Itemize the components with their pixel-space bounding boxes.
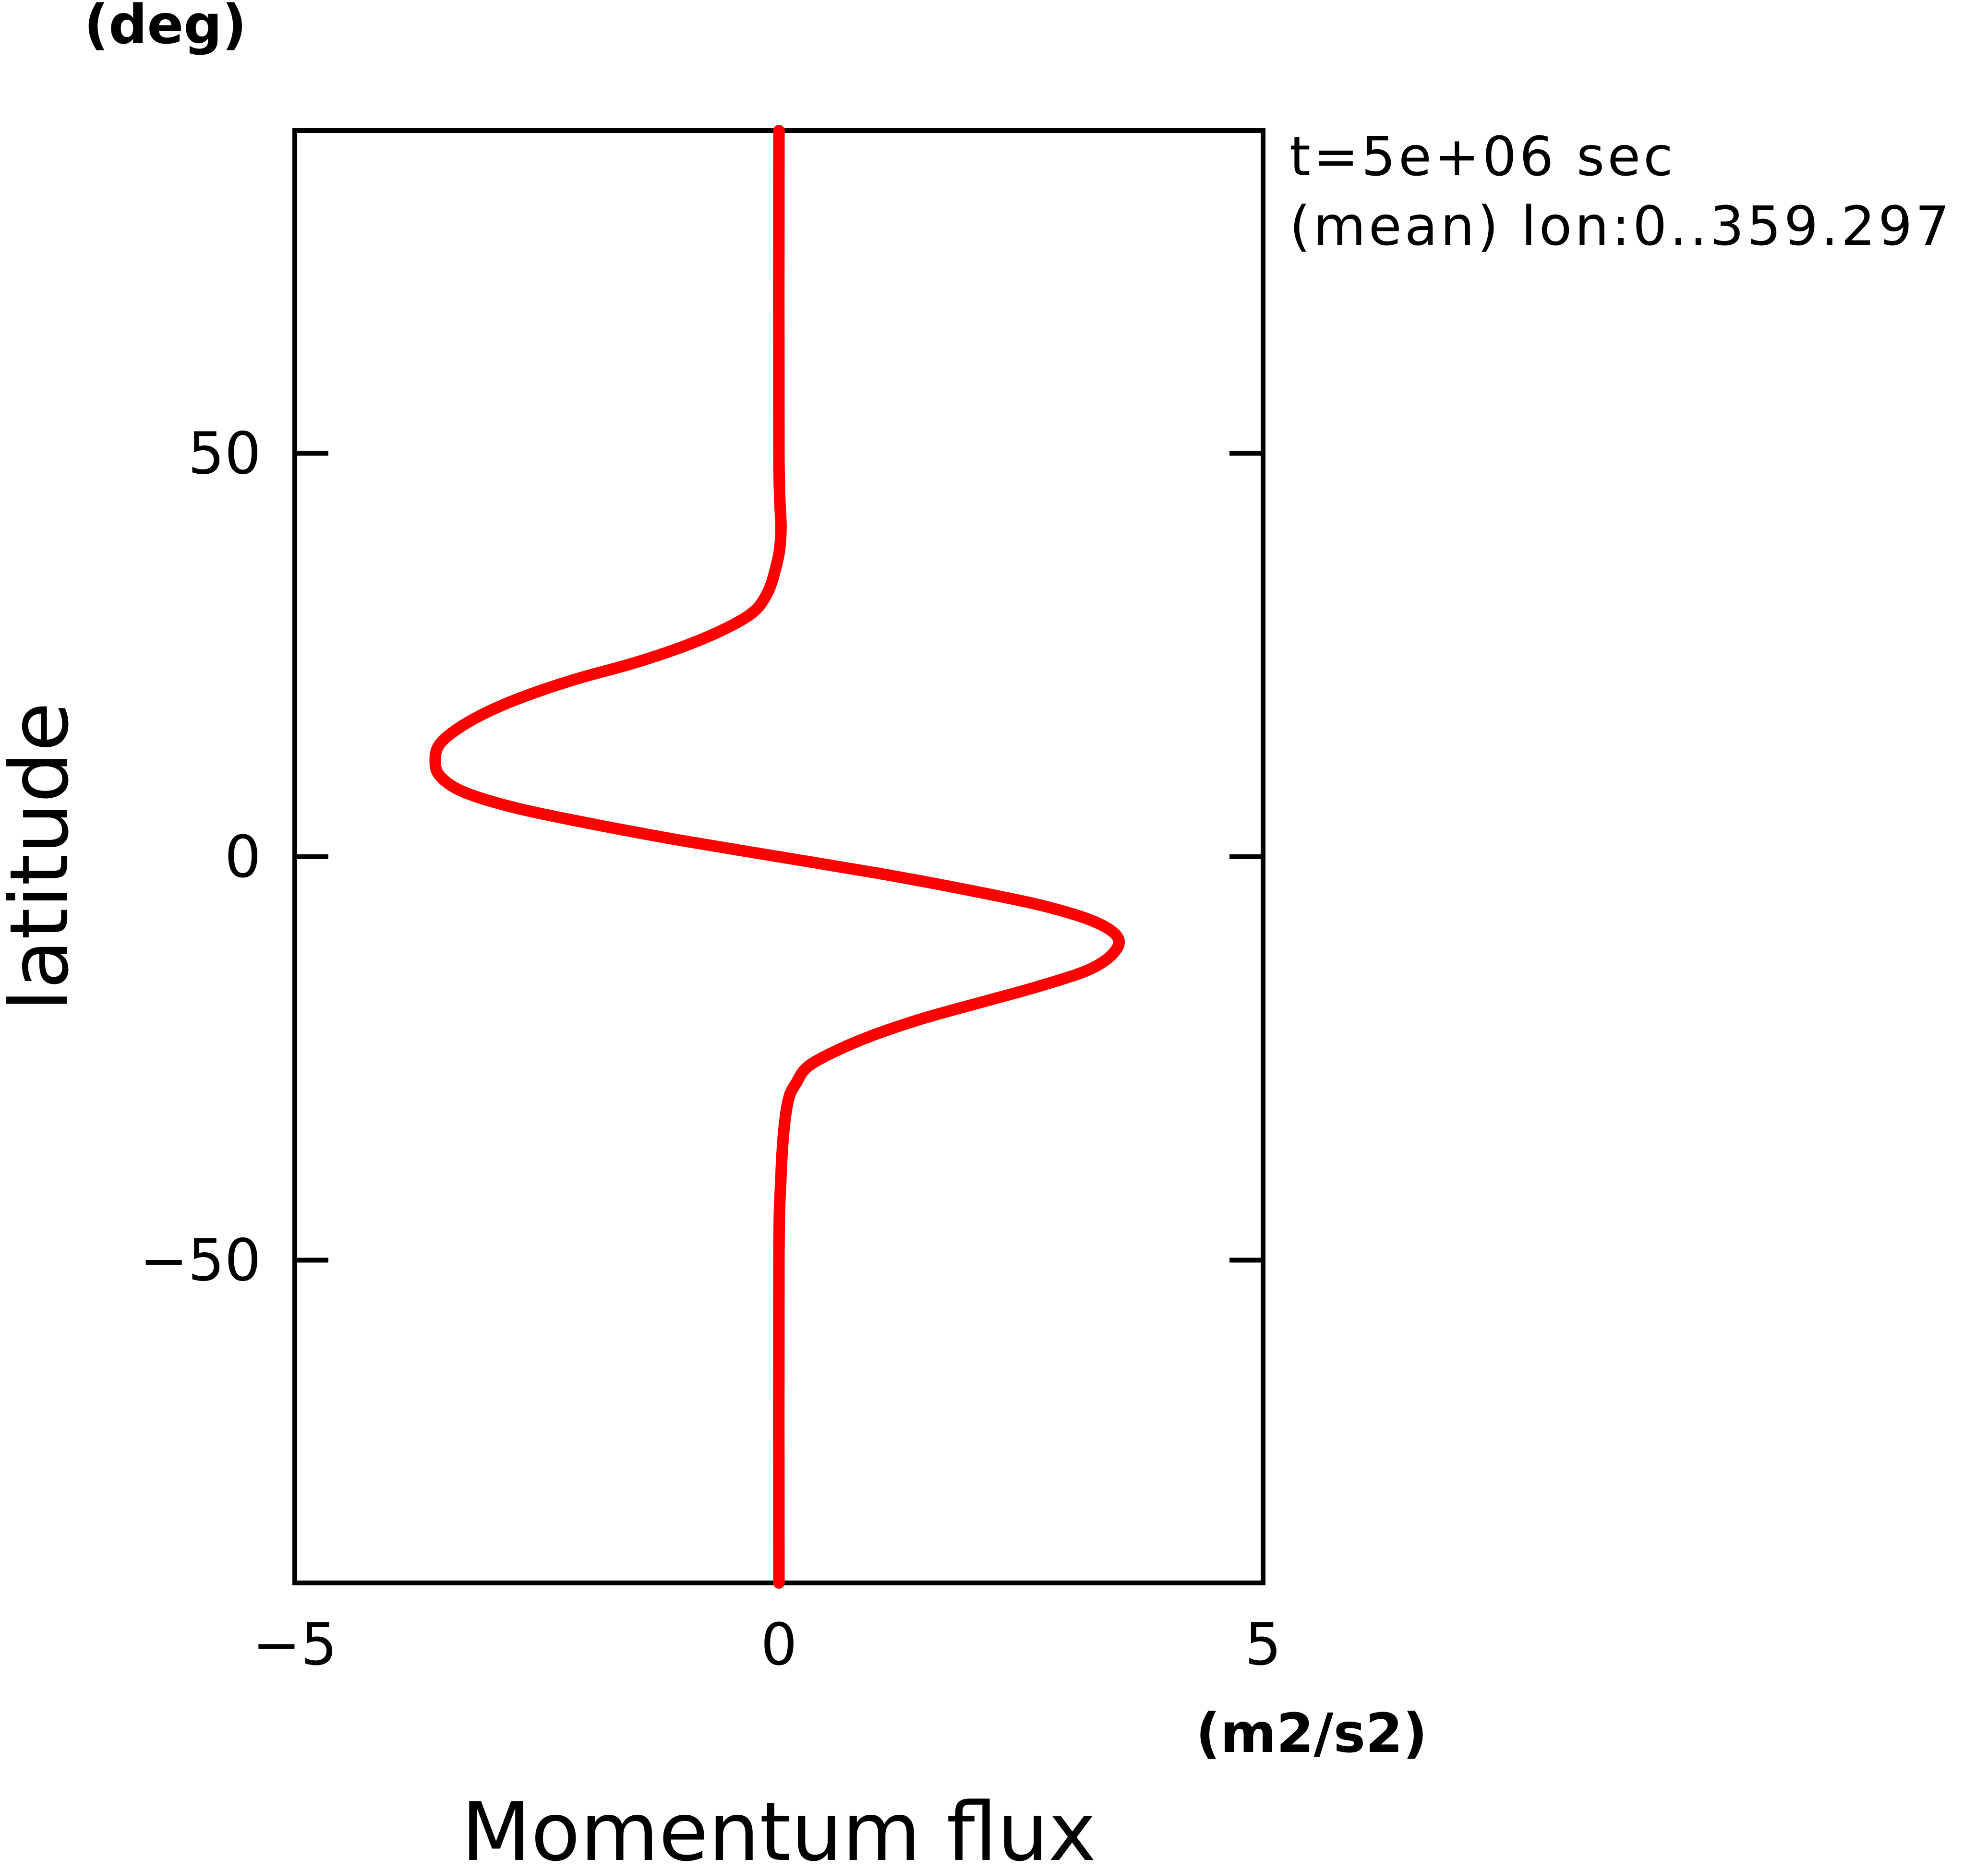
tick-labels: 500−50−5 0 5	[140, 420, 1281, 1678]
y-axis-title: latitude	[0, 702, 86, 1012]
x-tick-label: 0	[760, 1612, 797, 1678]
y-tick-label: 0	[225, 824, 261, 891]
mean-longitude-annotation: (mean) lon:0..359.297	[1289, 195, 1952, 258]
y-tick-label: −50	[140, 1228, 261, 1294]
x-unit-label: (m2/s2)	[1196, 1702, 1428, 1765]
y-tick-label: 50	[188, 420, 261, 487]
x-tick-label: 5	[1245, 1612, 1281, 1678]
x-tick-label: −5	[253, 1612, 337, 1678]
x-axis-title: Momentum flux	[461, 1785, 1096, 1869]
tick-marks	[295, 451, 1263, 1263]
time-annotation: t=5e+06 sec	[1289, 126, 1676, 188]
y-unit-label: (deg)	[84, 0, 247, 56]
series-line-momentum-flux	[429, 125, 1125, 1589]
